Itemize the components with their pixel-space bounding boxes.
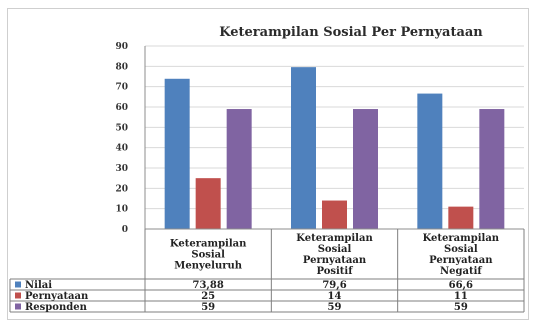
bar [164, 78, 190, 229]
y-tick-label: 0 [122, 225, 128, 235]
y-tick-label: 10 [115, 205, 128, 215]
category-label: Keterampilan Sosial Menyeluruh [170, 239, 247, 272]
series-name: Nilai [25, 280, 52, 291]
category-label-line: Negatif [440, 266, 482, 277]
bar [291, 67, 316, 229]
y-tick-label: 20 [115, 184, 128, 194]
chart-frame: Keterampilan Sosial Per Pernyataan 0 10 20… [7, 8, 529, 320]
category-label-line: Sosial [191, 250, 225, 261]
y-tick-label: 80 [115, 62, 128, 72]
category-label: Keterampilan Sosial Pernyataan Positif [296, 233, 373, 277]
legend-key [15, 303, 21, 310]
series-name: Pernyataan [25, 291, 89, 302]
data-label: 11 [454, 291, 468, 302]
chart: Keterampilan Sosial Per Pernyataan 0 10 20… [9, 25, 525, 313]
series-name: Responden [25, 302, 88, 313]
data-label: 25 [201, 291, 215, 302]
bars [164, 67, 505, 229]
data-label: 59 [454, 302, 468, 313]
bar [479, 109, 505, 229]
data-label: 59 [328, 302, 342, 313]
bar [353, 109, 378, 229]
y-tick-label: 70 [115, 83, 128, 93]
data-table: Keterampilan Sosial MenyeluruhKeterampilan… [9, 229, 525, 313]
data-label: 79,6 [322, 280, 346, 291]
chart-title: Keterampilan Sosial Per Pernyataan [219, 25, 483, 40]
category-label-line: Menyeluruh [174, 261, 242, 272]
category-label-line: Sosial [318, 244, 352, 255]
bar [195, 178, 221, 229]
category-label-line: Keterampilan [170, 239, 247, 250]
bar [322, 200, 347, 229]
data-label: 59 [201, 302, 215, 313]
category-label-line: Pernyataan [303, 255, 367, 266]
bar [226, 109, 252, 229]
legend-key [15, 281, 21, 288]
y-tick-label: 90 [115, 42, 128, 52]
bar [448, 206, 474, 229]
legend-key [15, 292, 21, 299]
data-label: 14 [328, 291, 342, 302]
y-axis-ticks: 0 10 20 30 40 50 60 70 80 90 [115, 42, 128, 235]
data-label: 73,88 [193, 280, 224, 291]
category-label-line: Keterampilan [423, 233, 500, 244]
category-label-line: Sosial [444, 244, 478, 255]
y-tick-label: 50 [115, 123, 128, 133]
data-label: 66,6 [449, 280, 473, 291]
category-label-line: Keterampilan [296, 233, 373, 244]
category-label-line: Pernyataan [429, 255, 493, 266]
y-tick-label: 40 [115, 144, 128, 154]
y-tick-label: 30 [115, 164, 128, 174]
bar [417, 93, 443, 229]
y-tick-label: 60 [115, 103, 128, 113]
category-label-line: Positif [316, 266, 353, 277]
axes [144, 46, 524, 230]
category-label: Keterampilan Sosial Pernyataan Negatif [423, 233, 500, 277]
